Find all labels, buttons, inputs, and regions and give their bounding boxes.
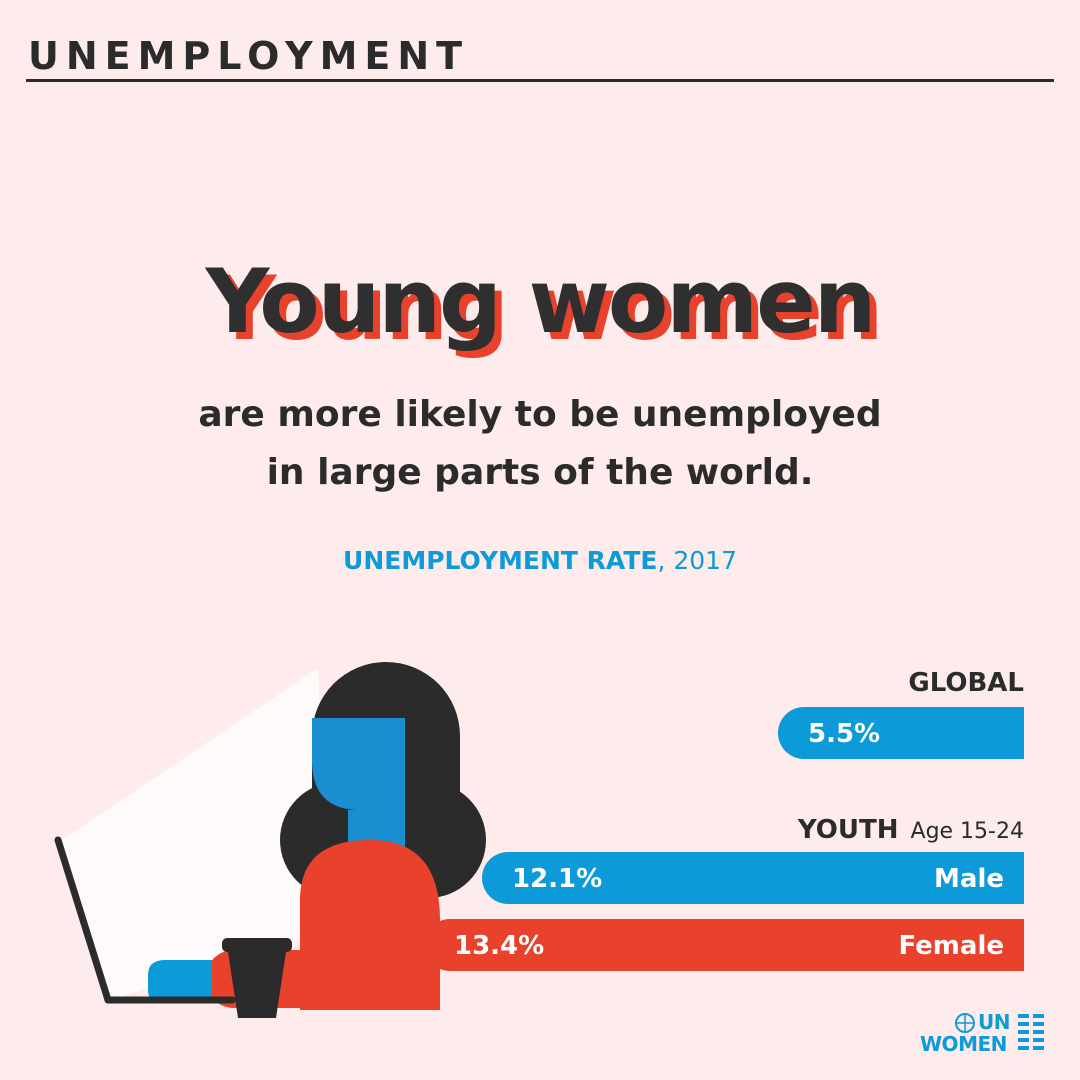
- header-rule: [26, 79, 1054, 82]
- bar-youth-female-value: 13.4%: [454, 931, 545, 961]
- woman-laptop-illustration: [54, 662, 486, 1018]
- coffee-cup: [228, 952, 286, 1018]
- women-symbol-icon: [1018, 1014, 1044, 1052]
- header-title: UNEMPLOYMENT: [28, 34, 470, 78]
- subtitle-line-2: in large parts of the world.: [266, 452, 814, 493]
- logo-un: UN: [978, 1010, 1010, 1034]
- category-label-youth: YOUTH Age 15-24: [798, 815, 1024, 845]
- chart-title-bold: UNEMPLOYMENT RATE: [343, 546, 658, 575]
- bar-youth-male: 12.1% Male: [482, 852, 1024, 904]
- category-label-global-text: GLOBAL: [908, 668, 1024, 698]
- category-label-global: GLOBAL: [908, 668, 1024, 698]
- logo-women: WOMEN: [920, 1032, 1007, 1056]
- category-label-youth-age: Age 15-24: [910, 819, 1024, 844]
- bar-global: 5.5%: [778, 707, 1024, 759]
- hand: [148, 960, 212, 1002]
- laptop-screen: [54, 836, 112, 1004]
- bar-youth-male-name: Male: [934, 864, 1004, 894]
- screen-light-beam: [62, 668, 330, 1000]
- chart-title-year: , 2017: [657, 546, 737, 575]
- chart-title: UNEMPLOYMENT RATE, 2017: [0, 546, 1080, 575]
- headline: Young women: [205, 250, 877, 353]
- bar-youth-female: 13.4% Female: [424, 919, 1024, 971]
- bar-global-value: 5.5%: [808, 719, 881, 749]
- category-label-youth-text: YOUTH: [797, 815, 899, 845]
- face: [312, 718, 405, 810]
- un-emblem-icon: [955, 1013, 975, 1033]
- bar-youth-male-value: 12.1%: [512, 864, 603, 894]
- bar-youth-female-name: Female: [898, 931, 1004, 961]
- subtitle-line-1: are more likely to be unemployed: [198, 394, 882, 435]
- cup-lid: [222, 938, 292, 952]
